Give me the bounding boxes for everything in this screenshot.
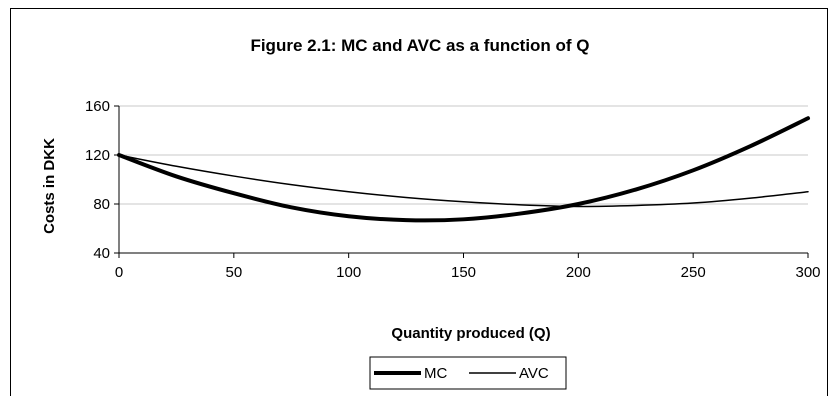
y-tick-label-120: 120: [85, 147, 110, 164]
x-tick-label-0: 0: [115, 264, 123, 281]
x-tick-label-300: 300: [795, 264, 820, 281]
x-tick-label-50: 50: [225, 264, 242, 281]
series-lines: [117, 116, 810, 223]
chart-frame: Figure 2.1: MC and AVC as a function of …: [10, 8, 828, 396]
legend: MC AVC: [369, 356, 567, 390]
legend-label-avc: AVC: [519, 365, 549, 382]
series-line-mc: [117, 116, 810, 223]
x-tick-label-150: 150: [451, 264, 476, 281]
x-tick-label-200: 200: [566, 264, 591, 281]
x-axis-label: Quantity produced (Q): [391, 325, 550, 342]
y-axis-label: Costs in DKK: [41, 138, 58, 234]
gridlines: [119, 105, 808, 205]
x-tick-label-250: 250: [681, 264, 706, 281]
legend-label-mc: MC: [424, 365, 447, 382]
axes: [114, 105, 809, 258]
x-tick-label-100: 100: [336, 264, 361, 281]
chart: Figure 2.1: MC and AVC as a function of …: [41, 36, 821, 390]
chart-title: Figure 2.1: MC and AVC as a function of …: [250, 36, 589, 55]
y-tick-label-160: 160: [85, 98, 110, 115]
y-tick-label-80: 80: [93, 196, 110, 213]
y-tick-label-40: 40: [93, 245, 110, 262]
tick-labels: 40 80 120 160 0 50 100 150 200 250 300: [85, 98, 821, 281]
series-line-avc: [118, 154, 809, 208]
